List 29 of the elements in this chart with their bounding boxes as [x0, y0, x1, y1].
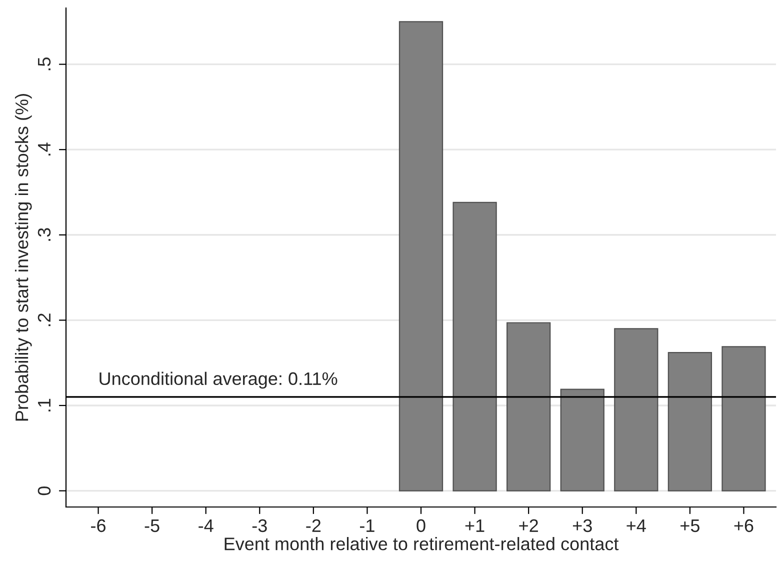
- x-tick-label: +4: [626, 519, 646, 532]
- bar: [614, 328, 658, 492]
- x-tick-label: +6: [734, 519, 754, 532]
- x-tick-label: +3: [572, 519, 592, 532]
- x-tick-label: -1: [360, 519, 374, 532]
- x-tick-label: +2: [519, 519, 538, 532]
- bar: [560, 388, 604, 492]
- bar: [506, 322, 551, 492]
- y-tick-label: 0: [38, 486, 51, 496]
- ref-line-label: Unconditional average: 0.11%: [100, 372, 338, 389]
- x-axis-title: Event month relative to retirement-related contact: [224, 537, 619, 550]
- y-tick-label: .3: [38, 228, 51, 241]
- x-tick-label: -5: [144, 519, 160, 532]
- y-axis-title: Probability to start investing in stocks (%): [14, 94, 32, 421]
- x-tick-label: -4: [198, 519, 214, 532]
- bar: [668, 352, 712, 492]
- y-tick-label: .2: [38, 314, 50, 326]
- x-tick-label: -3: [252, 519, 267, 532]
- bar: [722, 346, 766, 492]
- x-tick-label: +1: [465, 519, 484, 532]
- bar: [452, 202, 497, 492]
- y-tick-label: .1: [38, 398, 50, 412]
- x-tick-label: -6: [91, 519, 106, 532]
- y-tick-label: .4: [38, 142, 50, 156]
- x-tick-label: +5: [680, 519, 700, 532]
- y-tick-label: .5: [38, 58, 51, 70]
- x-tick-label: 0: [416, 519, 426, 532]
- x-tick-label: -2: [306, 519, 321, 532]
- bar: [398, 21, 444, 492]
